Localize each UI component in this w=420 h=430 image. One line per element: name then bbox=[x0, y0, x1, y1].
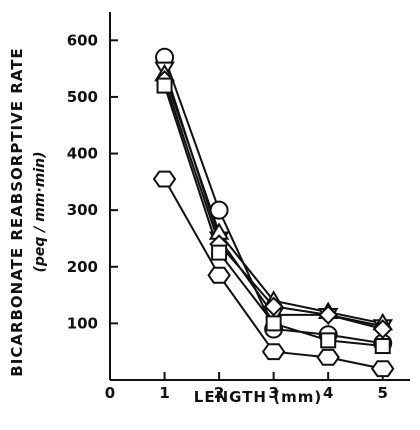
marker-square bbox=[320, 332, 337, 349]
marker-hexagon bbox=[316, 348, 340, 366]
x-tick-label: 0 bbox=[105, 384, 115, 402]
marker-square bbox=[156, 77, 173, 94]
y-tick-label: 300 bbox=[67, 201, 98, 219]
marker-diamond bbox=[318, 304, 339, 325]
marker-square bbox=[265, 315, 282, 332]
x-tick-label: 5 bbox=[378, 384, 388, 402]
series-line bbox=[163, 68, 383, 328]
x-axis-label: LENGTH (mm) bbox=[194, 388, 322, 406]
axes bbox=[109, 12, 410, 381]
y-tick-label: 200 bbox=[67, 258, 98, 276]
marker-hexagon bbox=[152, 170, 177, 188]
series-hexagon bbox=[163, 178, 383, 370]
y-tick-label: 100 bbox=[67, 314, 98, 332]
x-tick-label: 2 bbox=[214, 384, 224, 402]
series-markers-square bbox=[156, 77, 391, 355]
marker-circle bbox=[209, 200, 229, 220]
marker-diamond bbox=[263, 296, 284, 317]
marker-square bbox=[374, 338, 391, 355]
marker-square bbox=[211, 244, 228, 261]
series-line bbox=[163, 73, 383, 325]
y-axis-label: BICARBONATE REABSORPTIVE RATE bbox=[8, 47, 26, 376]
y-tick-label: 400 bbox=[67, 145, 98, 163]
series-triangle-up bbox=[163, 73, 383, 325]
marker-diamond bbox=[372, 319, 393, 339]
x-tick-label: 1 bbox=[159, 384, 169, 402]
marker-hexagon bbox=[207, 266, 231, 284]
series-markers-diamond bbox=[154, 70, 393, 339]
marker-hexagon bbox=[261, 343, 286, 361]
ticks: 100 200 300 400 500 600 0 1 2 3 4 5 bbox=[67, 31, 388, 402]
y-tick-label: 500 bbox=[67, 88, 98, 106]
x-tick-label: 4 bbox=[323, 384, 333, 402]
series-markers-triangle-up bbox=[154, 63, 393, 331]
x-tick-label: 3 bbox=[268, 384, 278, 402]
y-tick-label: 600 bbox=[67, 31, 98, 49]
marker-hexagon bbox=[370, 360, 395, 378]
series-markers-hexagon bbox=[152, 170, 395, 378]
y-axis-units: (peq / mm·min) bbox=[32, 151, 48, 272]
series-line bbox=[163, 178, 383, 370]
series-triangle-down bbox=[163, 68, 383, 328]
series-layer bbox=[152, 47, 395, 378]
